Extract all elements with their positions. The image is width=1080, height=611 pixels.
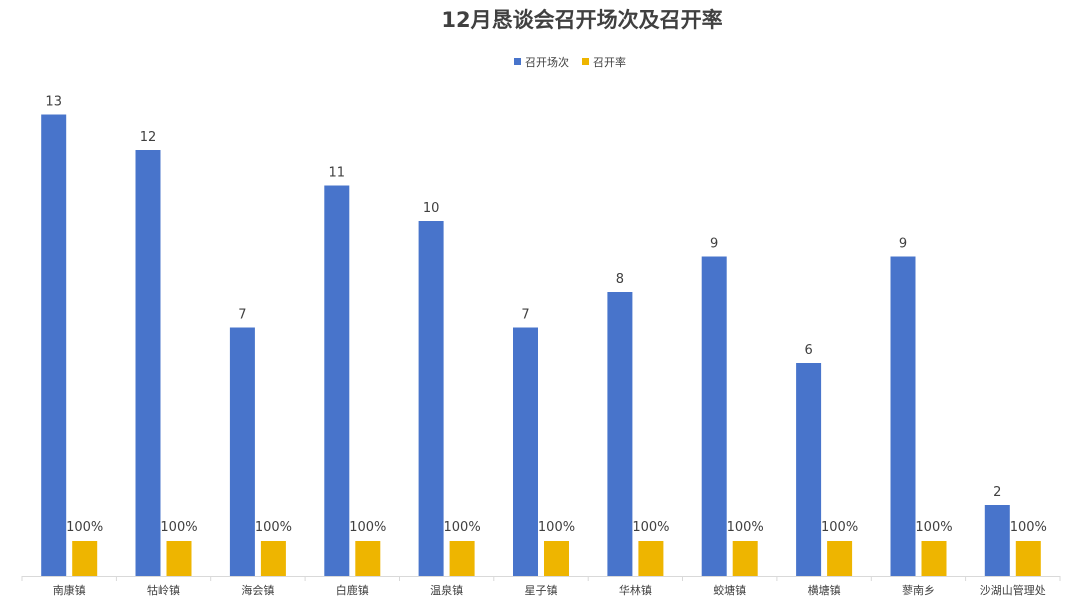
bar-count-9 bbox=[890, 256, 916, 576]
x-tick-label-9: 蓼南乡 bbox=[902, 584, 935, 597]
bar-rate-9 bbox=[921, 541, 947, 576]
x-tick-label-2: 海会镇 bbox=[241, 583, 274, 597]
x-tick-label-1: 牯岭镇 bbox=[147, 583, 180, 597]
bar-rate-8 bbox=[827, 541, 853, 576]
bar-count-4 bbox=[418, 221, 444, 576]
bar-rate-4 bbox=[449, 541, 475, 576]
data-label-count-9: 9 bbox=[899, 237, 907, 252]
bar-count-3 bbox=[324, 185, 350, 576]
bar-rate-3 bbox=[355, 541, 381, 576]
data-label-count-6: 8 bbox=[616, 272, 624, 287]
bar-count-6 bbox=[607, 292, 633, 576]
data-label-rate-3: 100% bbox=[349, 520, 386, 535]
bar-count-10 bbox=[984, 505, 1010, 576]
bar-rate-6 bbox=[638, 541, 664, 576]
data-label-count-4: 10 bbox=[423, 201, 440, 216]
plot-area: 13 100% 12 100% 7 100% 11 100% 10 100% 7 100% 8 100% 9… bbox=[41, 95, 1047, 576]
data-label-count-10: 2 bbox=[993, 485, 1001, 500]
x-tick-label-7: 蛟塘镇 bbox=[713, 583, 746, 597]
legend-swatch-count bbox=[514, 58, 521, 65]
bar-rate-1 bbox=[166, 541, 192, 576]
x-tick-label-4: 温泉镇 bbox=[430, 583, 463, 597]
x-tick-label-3: 白鹿镇 bbox=[336, 583, 369, 597]
x-tick-label-8: 横塘镇 bbox=[808, 583, 841, 597]
data-label-count-7: 9 bbox=[710, 237, 718, 252]
legend: 召开场次 召开率 bbox=[514, 55, 626, 69]
bar-count-2 bbox=[229, 327, 255, 576]
chart-title: 12月恳谈会召开场次及召开率 bbox=[441, 8, 722, 32]
data-label-rate-2: 100% bbox=[255, 520, 292, 535]
bar-count-1 bbox=[135, 150, 161, 576]
data-label-rate-1: 100% bbox=[160, 520, 197, 535]
data-label-count-5: 7 bbox=[521, 308, 529, 323]
x-tick-label-0: 南康镇 bbox=[53, 583, 86, 597]
bar-rate-2 bbox=[260, 541, 286, 576]
bar-count-8 bbox=[796, 363, 822, 576]
data-label-rate-4: 100% bbox=[444, 520, 481, 535]
data-label-count-0: 13 bbox=[45, 95, 62, 110]
bar-rate-7 bbox=[732, 541, 758, 576]
x-tick-label-6: 华林镇 bbox=[619, 583, 652, 597]
data-label-count-1: 12 bbox=[140, 130, 157, 145]
legend-label-count: 召开场次 bbox=[525, 55, 569, 69]
x-axis: 南康镇 牯岭镇 海会镇 白鹿镇 温泉镇 星子镇 华林镇 蛟塘镇 横塘镇 蓼南乡 沙湖山管理处 bbox=[21, 576, 1061, 597]
bar-rate-0 bbox=[72, 541, 98, 576]
data-label-rate-10: 100% bbox=[1010, 520, 1047, 535]
data-label-count-2: 7 bbox=[238, 308, 246, 323]
x-tick-label-10: 沙湖山管理处 bbox=[980, 583, 1046, 597]
data-label-rate-5: 100% bbox=[538, 520, 575, 535]
data-label-rate-8: 100% bbox=[821, 520, 858, 535]
bar-rate-5 bbox=[544, 541, 569, 576]
bar-count-0 bbox=[41, 114, 67, 576]
bar-count-5 bbox=[513, 327, 538, 576]
legend-swatch-rate bbox=[582, 58, 589, 65]
data-label-count-8: 6 bbox=[804, 343, 812, 358]
legend-label-rate: 召开率 bbox=[593, 55, 626, 69]
x-tick-label-5: 星子镇 bbox=[525, 583, 558, 597]
bar-rate-10 bbox=[1015, 541, 1041, 576]
data-label-rate-0: 100% bbox=[66, 520, 103, 535]
bar-count-7 bbox=[701, 256, 727, 576]
data-label-rate-6: 100% bbox=[632, 520, 669, 535]
data-label-rate-9: 100% bbox=[915, 520, 952, 535]
data-label-rate-7: 100% bbox=[727, 520, 764, 535]
data-label-count-3: 11 bbox=[329, 166, 346, 181]
